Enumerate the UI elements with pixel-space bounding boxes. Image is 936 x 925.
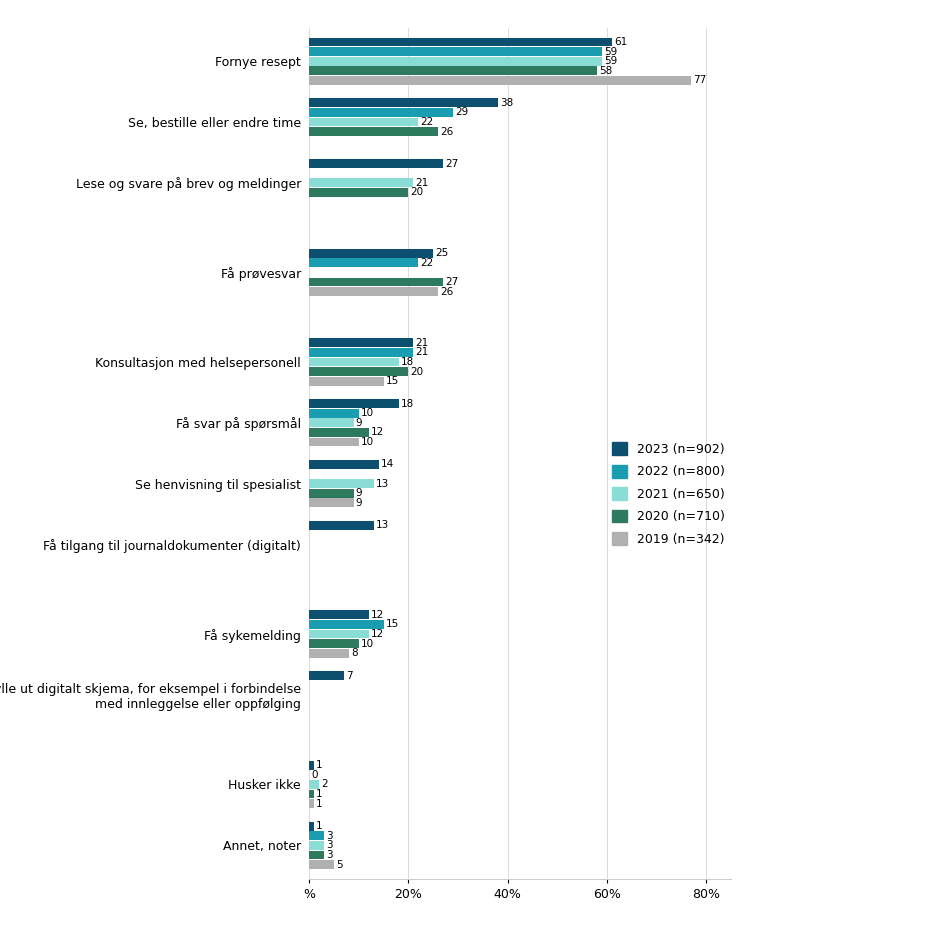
Bar xyxy=(309,56,601,66)
Bar xyxy=(309,348,413,357)
Text: 20: 20 xyxy=(410,188,423,197)
Text: 7: 7 xyxy=(345,671,352,681)
Text: 8: 8 xyxy=(350,648,358,659)
Text: 15: 15 xyxy=(386,620,399,630)
Text: 21: 21 xyxy=(415,338,428,348)
Legend: 2023 (n=902), 2022 (n=800), 2021 (n=650), 2020 (n=710), 2019 (n=342): 2023 (n=902), 2022 (n=800), 2021 (n=650)… xyxy=(611,442,724,546)
Bar xyxy=(309,860,333,869)
Text: 77: 77 xyxy=(693,76,706,85)
Text: 1: 1 xyxy=(315,789,322,799)
Bar xyxy=(309,780,319,789)
Text: 0: 0 xyxy=(311,770,317,780)
Text: 1: 1 xyxy=(315,798,322,808)
Text: 59: 59 xyxy=(603,46,617,56)
Text: 26: 26 xyxy=(440,287,453,297)
Bar xyxy=(309,610,369,619)
Text: 10: 10 xyxy=(360,437,373,447)
Bar xyxy=(309,521,373,530)
Bar xyxy=(309,67,596,75)
Bar xyxy=(309,832,324,840)
Text: 38: 38 xyxy=(499,98,512,108)
Text: 10: 10 xyxy=(360,408,373,418)
Bar xyxy=(309,358,398,366)
Text: 58: 58 xyxy=(598,66,611,76)
Bar xyxy=(309,428,369,437)
Bar xyxy=(309,179,413,187)
Bar xyxy=(309,117,417,127)
Bar xyxy=(309,47,601,56)
Bar xyxy=(309,648,348,658)
Bar xyxy=(309,460,378,469)
Text: 12: 12 xyxy=(371,610,384,620)
Bar xyxy=(309,821,314,831)
Text: 12: 12 xyxy=(371,629,384,639)
Text: 59: 59 xyxy=(603,56,617,67)
Text: 9: 9 xyxy=(356,488,362,499)
Text: 25: 25 xyxy=(434,248,448,258)
Bar xyxy=(309,376,383,386)
Text: 18: 18 xyxy=(400,357,414,367)
Bar xyxy=(309,841,324,850)
Bar xyxy=(309,98,497,107)
Text: 21: 21 xyxy=(415,348,428,357)
Text: 27: 27 xyxy=(445,158,458,168)
Text: 15: 15 xyxy=(386,376,399,387)
Bar xyxy=(309,620,383,629)
Bar xyxy=(309,108,453,117)
Bar xyxy=(309,188,408,197)
Text: 10: 10 xyxy=(360,638,373,648)
Bar xyxy=(309,400,398,408)
Bar xyxy=(309,339,413,347)
Bar xyxy=(309,278,443,287)
Text: 3: 3 xyxy=(326,831,332,841)
Text: 26: 26 xyxy=(440,127,453,137)
Text: 5: 5 xyxy=(336,859,343,870)
Bar xyxy=(309,409,358,418)
Bar xyxy=(309,761,314,770)
Bar xyxy=(309,488,354,498)
Text: 22: 22 xyxy=(420,117,433,127)
Bar xyxy=(309,288,438,296)
Text: 13: 13 xyxy=(375,478,388,488)
Bar xyxy=(309,258,417,267)
Bar xyxy=(309,630,369,638)
Bar xyxy=(309,76,691,85)
Bar xyxy=(309,128,438,136)
Text: 2: 2 xyxy=(321,780,328,790)
Bar xyxy=(309,249,432,258)
Text: 3: 3 xyxy=(326,840,332,850)
Text: 27: 27 xyxy=(445,277,458,287)
Bar xyxy=(309,850,324,859)
Text: 22: 22 xyxy=(420,258,433,268)
Text: 9: 9 xyxy=(356,498,362,508)
Bar xyxy=(309,790,314,798)
Text: 18: 18 xyxy=(400,399,414,409)
Bar xyxy=(309,479,373,488)
Bar xyxy=(309,799,314,808)
Text: 61: 61 xyxy=(613,37,626,47)
Bar xyxy=(309,672,344,680)
Bar xyxy=(309,159,443,168)
Text: 20: 20 xyxy=(410,366,423,376)
Text: 3: 3 xyxy=(326,850,332,860)
Bar xyxy=(309,438,358,447)
Bar xyxy=(309,418,354,427)
Text: 9: 9 xyxy=(356,418,362,428)
Bar xyxy=(309,38,611,46)
Text: 1: 1 xyxy=(315,760,322,771)
Bar xyxy=(309,499,354,507)
Bar xyxy=(309,367,408,376)
Text: 13: 13 xyxy=(375,520,388,530)
Text: 21: 21 xyxy=(415,178,428,188)
Text: 14: 14 xyxy=(380,460,393,470)
Text: 1: 1 xyxy=(315,821,322,831)
Text: 12: 12 xyxy=(371,427,384,438)
Text: 29: 29 xyxy=(455,107,468,117)
Bar xyxy=(309,639,358,648)
